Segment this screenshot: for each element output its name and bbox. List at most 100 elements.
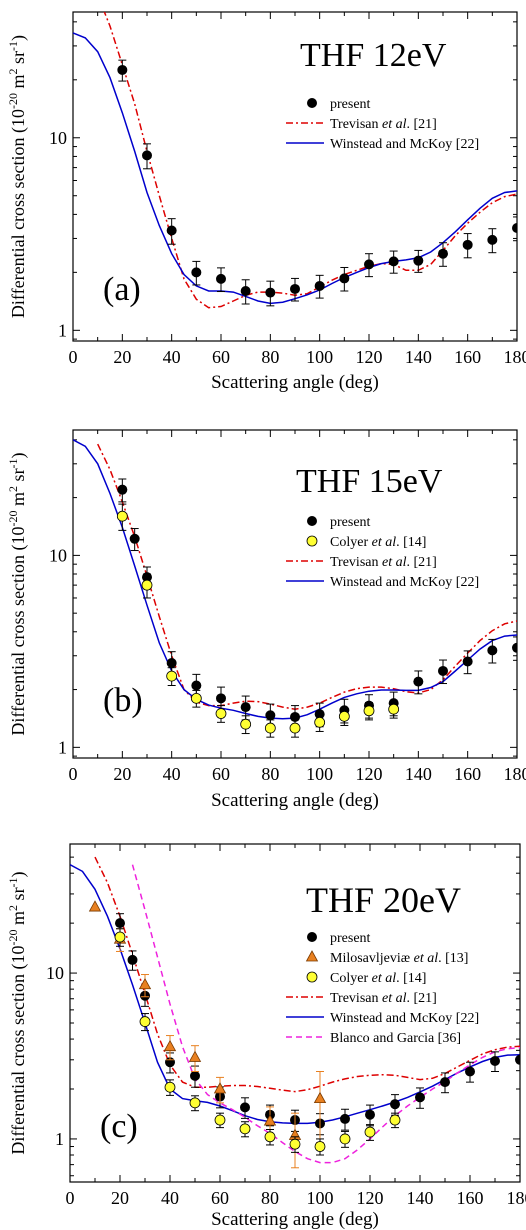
x-tick-label: 140 [407, 1188, 434, 1208]
x-tick-label: 0 [66, 1188, 75, 1208]
data-point [389, 1114, 401, 1126]
data-point [462, 656, 473, 667]
data-point [213, 1082, 227, 1094]
y-tick-label: 1 [55, 1129, 64, 1149]
y-axis-label-text: sr [8, 51, 28, 69]
legend-item: Winstead and McKoy [22] [286, 137, 479, 152]
legend-label: present [330, 515, 371, 530]
data-point [117, 484, 128, 495]
data-point [163, 1039, 177, 1052]
x-tick-label: 100 [306, 764, 333, 784]
data-point [512, 642, 517, 653]
series-line [97, 443, 517, 710]
legend-label-part: Milosavljeviæ [330, 951, 414, 966]
x-tick-label: 120 [356, 347, 383, 367]
data-point [166, 670, 178, 682]
y-axis-label-text: sr [8, 887, 28, 905]
data-point [290, 283, 300, 294]
legend-label: present [330, 931, 371, 946]
x-tick-label: 60 [211, 1188, 229, 1208]
data-point [190, 1070, 200, 1081]
y-tick-label: 10 [46, 963, 64, 983]
chart-title: THF 15eV [296, 463, 443, 500]
legend-label: Trevisan et al. [21] [330, 117, 437, 132]
y-tick-label: 10 [49, 545, 67, 565]
legend-label-part: Colyer [330, 535, 372, 550]
chart-panel-3: 0 20 40 60 80 100 120 140 160 180 1 10 Differential … [6, 843, 526, 1230]
legend-swatch [306, 971, 318, 983]
panel-label: (c) [100, 1108, 138, 1145]
legend-label: present [330, 97, 371, 112]
data-point [239, 1123, 251, 1135]
data-point [214, 1114, 226, 1126]
legend-label: Trevisan et al. [21] [330, 991, 437, 1006]
y-axis-label-text: m [8, 492, 28, 511]
legend-item: Colyer et al. [14] [306, 535, 426, 550]
x-tick-label: 40 [163, 347, 181, 367]
x-tick-label: 0 [69, 347, 78, 367]
chart-title: THF 12eV [300, 37, 447, 74]
data-point [515, 1054, 520, 1065]
legend-label-part: . [14] [396, 971, 426, 986]
data-point [440, 1077, 450, 1088]
legend-label-part: Blanco and Garcia [36] [330, 1031, 461, 1046]
data-point [88, 900, 102, 912]
data-point [413, 676, 424, 687]
data-point [240, 286, 251, 297]
x-tick-label: 60 [212, 764, 230, 784]
panel-label: (a) [103, 271, 141, 308]
data-point [142, 150, 152, 161]
legend-label-part: et al [372, 971, 397, 986]
legend-label: Milosavljeviæ et al. [13] [330, 951, 468, 966]
data-point [314, 1141, 326, 1152]
legend-item: Trevisan et al. [21] [286, 117, 437, 132]
legend-label-part: . [14] [396, 535, 426, 550]
x-axis-label: Scattering angle (deg) [211, 1209, 379, 1230]
y-axis-label-text: Differential cross section (10 [8, 109, 29, 318]
data-point [364, 259, 374, 270]
y-axis-label: Differential cross section (10-20 m2 sr-… [6, 35, 29, 318]
x-tick-label: 140 [405, 347, 432, 367]
data-point [215, 708, 227, 719]
data-point [490, 1056, 500, 1067]
legend-label-part: et al [414, 951, 439, 966]
x-tick-label: 120 [357, 1188, 384, 1208]
y-axis-label-sup: -1 [6, 41, 20, 51]
y-tick-label: 10 [49, 128, 67, 148]
data-point [188, 1050, 202, 1062]
legend-label-part: . [13] [438, 951, 468, 966]
y-tick-label: 1 [58, 737, 67, 757]
y-axis-label-sup: 2 [6, 68, 20, 74]
x-tick-label: 20 [113, 347, 131, 367]
legend-label-part: present [330, 931, 371, 946]
data-point [191, 680, 202, 691]
x-tick-label: 120 [356, 764, 383, 784]
data-layer [70, 856, 520, 1169]
y-axis-label-sup: -20 [6, 510, 20, 526]
x-tick-label: 40 [161, 1188, 179, 1208]
chart-panel-1: 0 20 40 60 80 100 120 140 160 180 1 10 Differential … [6, 11, 526, 393]
data-layer [73, 12, 517, 309]
data-point [339, 273, 350, 284]
data-point [189, 1097, 201, 1109]
legend-item: present [307, 931, 371, 946]
data-point [166, 225, 177, 236]
legend-label-part: present [330, 97, 371, 112]
y-axis-label-sup: 2 [6, 486, 20, 492]
series-line [73, 32, 517, 305]
panel-label: (b) [103, 682, 143, 719]
x-tick-label: 0 [69, 764, 78, 784]
y-axis-label-sup: 2 [6, 905, 20, 911]
legend-label: Colyer et al. [14] [330, 971, 426, 986]
legend-label-part: et al [382, 555, 407, 570]
legend-label: Trevisan et al. [21] [330, 555, 437, 570]
x-tick-label: 80 [261, 1188, 279, 1208]
legend-item: Winstead and McKoy [22] [286, 1011, 479, 1026]
y-axis-label: Differential cross section (10-20 m2 sr-… [6, 452, 29, 735]
series-line [94, 856, 520, 1093]
y-axis-label-text: ) [8, 452, 29, 458]
y-axis-label-text: m [8, 74, 28, 93]
legend-label-part: et al [382, 991, 407, 1006]
legend-label-part: Winstead and McKoy [22] [330, 575, 479, 590]
